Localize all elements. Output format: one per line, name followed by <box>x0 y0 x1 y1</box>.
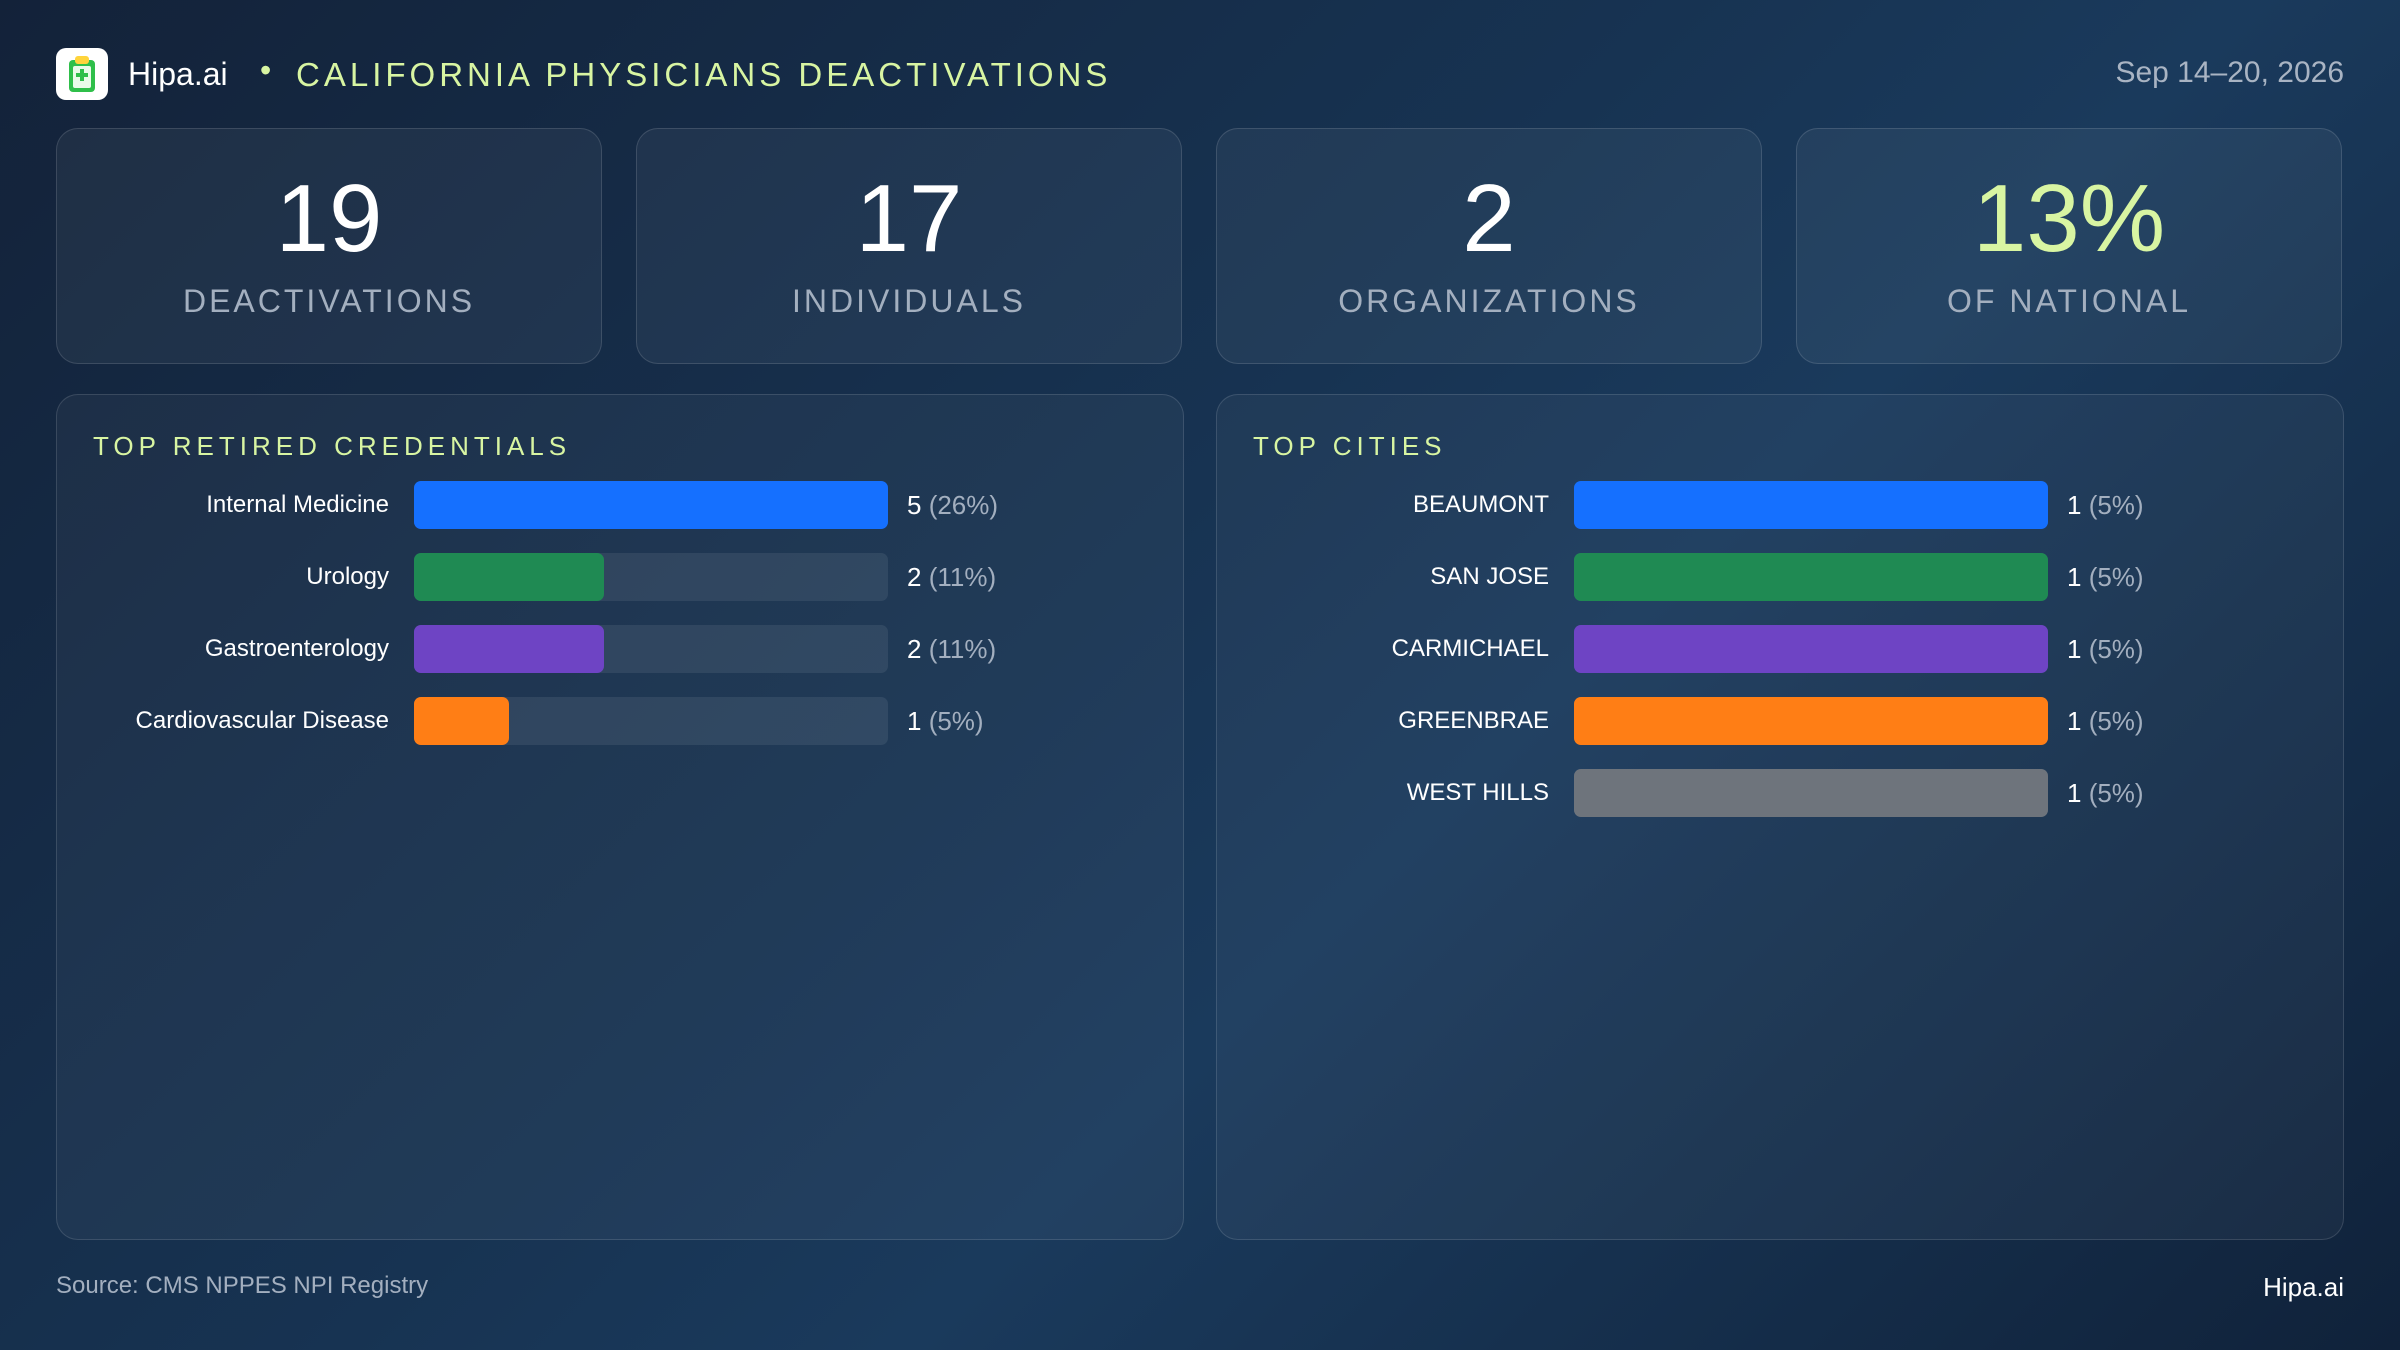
kpi-value: 2 <box>1462 165 1516 272</box>
data-label: 5 (26%) <box>907 490 998 521</box>
bar-row: Gastroenterology 2 (11%) <box>57 625 1183 673</box>
kpi-value: 13% <box>1972 165 2166 272</box>
bar-row: Internal Medicine 5 (26%) <box>57 481 1183 529</box>
percent-label: (11%) <box>928 562 997 592</box>
page-title: CALIFORNIA PHYSICIANS DEACTIVATIONS <box>296 56 1112 93</box>
bar <box>414 697 509 745</box>
title-separator: • <box>260 52 272 88</box>
kpi-value: 19 <box>275 165 383 272</box>
bar-row: Cardiovascular Disease 1 (5%) <box>57 697 1183 745</box>
bar-row: WEST HILLS 1 (5%) <box>1217 769 2343 817</box>
kpi-card-national-share: 13% OF NATIONAL <box>1796 128 2342 364</box>
category-label: Gastroenterology <box>204 635 389 662</box>
percent-label: (5%) <box>2088 562 2144 592</box>
kpi-label: OF NATIONAL <box>1947 283 2191 319</box>
category-label: GREENBRAE <box>1398 707 1549 734</box>
value-label: 1 <box>2067 634 2089 664</box>
bar-track <box>1574 625 2048 673</box>
kpi-value: 17 <box>855 165 963 272</box>
data-label: 1 (5%) <box>2067 490 2144 521</box>
category-label: SAN JOSE <box>1430 563 1549 590</box>
bar-track <box>414 553 888 601</box>
category-label: BEAUMONT <box>1412 491 1549 518</box>
percent-label: (5%) <box>928 706 984 736</box>
percent-label: (5%) <box>2088 706 2144 736</box>
kpi-label: ORGANIZATIONS <box>1338 283 1640 319</box>
brand-name: Hipa.ai <box>128 56 228 92</box>
panel-title: TOP RETIRED CREDENTIALS <box>93 431 572 461</box>
value-label: 1 <box>2067 778 2089 808</box>
data-label: 1 (5%) <box>907 706 984 737</box>
bar-track <box>1574 769 2048 817</box>
bar-track <box>1574 697 2048 745</box>
data-label: 2 (11%) <box>907 562 996 593</box>
bar <box>1574 769 2048 817</box>
date-range: Sep 14–20, 2026 <box>2115 56 2344 89</box>
bar-row: Urology 2 (11%) <box>57 553 1183 601</box>
value-label: 1 <box>2067 706 2089 736</box>
panel-top-cities: TOP CITIES BEAUMONT 1 (5%) SAN JOSE 1 (5%) C… <box>1216 394 2344 1240</box>
bar <box>1574 697 2048 745</box>
category-label: WEST HILLS <box>1406 779 1549 806</box>
clipboard-medical-icon <box>56 48 108 100</box>
category-label: Urology <box>306 563 389 590</box>
bar-track <box>414 481 888 529</box>
bar-row: GREENBRAE 1 (5%) <box>1217 697 2343 745</box>
value-label: 1 <box>2067 490 2089 520</box>
kpi-card-deactivations: 19 DEACTIVATIONS <box>56 128 602 364</box>
source-note: Source: CMS NPPES NPI Registry <box>56 1272 429 1299</box>
bar <box>1574 553 2048 601</box>
bar-track <box>414 625 888 673</box>
category-label: Cardiovascular Disease <box>135 707 389 734</box>
value-label: 2 <box>907 562 929 592</box>
percent-label: (5%) <box>2088 490 2144 520</box>
percent-label: (11%) <box>928 634 997 664</box>
category-label: Internal Medicine <box>206 491 389 518</box>
kpi-card-individuals: 17 INDIVIDUALS <box>636 128 1182 364</box>
category-label: CARMICHAEL <box>1391 635 1549 662</box>
bar <box>1574 481 2048 529</box>
value-label: 5 <box>907 490 929 520</box>
bar-track <box>1574 481 2048 529</box>
percent-label: (5%) <box>2088 634 2144 664</box>
panel-title: TOP CITIES <box>1253 431 1447 461</box>
bar-row: CARMICHAEL 1 (5%) <box>1217 625 2343 673</box>
bar <box>1574 625 2048 673</box>
percent-label: (5%) <box>2088 778 2144 808</box>
header: Hipa.ai • CALIFORNIA PHYSICIANS DEACTIVA… <box>56 48 2344 100</box>
data-label: 1 (5%) <box>2067 778 2144 809</box>
kpi-card-organizations: 2 ORGANIZATIONS <box>1216 128 1762 364</box>
bar-track <box>1574 553 2048 601</box>
value-label: 2 <box>907 634 929 664</box>
data-label: 2 (11%) <box>907 634 996 665</box>
data-label: 1 (5%) <box>2067 634 2144 665</box>
bar-row: SAN JOSE 1 (5%) <box>1217 553 2343 601</box>
bar <box>414 625 604 673</box>
data-label: 1 (5%) <box>2067 706 2144 737</box>
bar <box>414 553 604 601</box>
footer-brand: Hipa.ai <box>2263 1272 2344 1302</box>
kpi-label: DEACTIVATIONS <box>182 283 476 319</box>
bar-track <box>414 697 888 745</box>
bar-row: BEAUMONT 1 (5%) <box>1217 481 2343 529</box>
panel-top-credentials: TOP RETIRED CREDENTIALS Internal Medicin… <box>56 394 1184 1240</box>
value-label: 1 <box>907 706 929 736</box>
bar <box>414 481 888 529</box>
value-label: 1 <box>2067 562 2089 592</box>
percent-label: (26%) <box>928 490 999 520</box>
data-label: 1 (5%) <box>2067 562 2144 593</box>
kpi-label: INDIVIDUALS <box>792 283 1026 319</box>
